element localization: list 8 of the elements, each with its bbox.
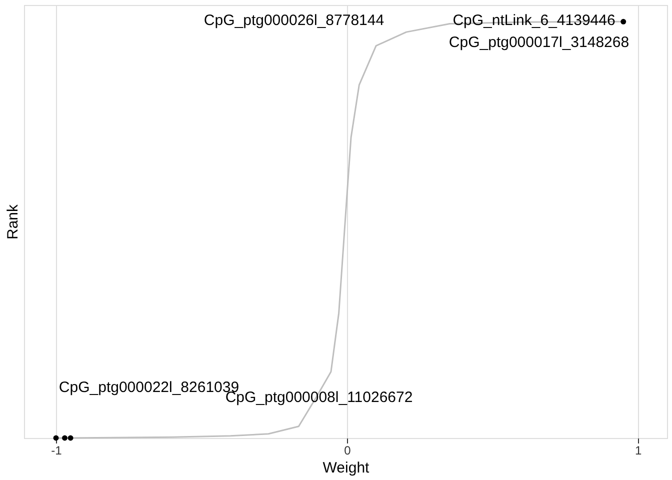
x-tick-label: -1 [51,444,62,458]
annotation: CpG_ptg000017l_3148268 [448,34,630,51]
x-axis-title: Weight [322,460,370,476]
annotation: CpG_ntLink_6_4139446 [452,12,616,29]
x-tick-label: 1 [635,444,642,458]
annotation: CpG_ptg000026l_8778144 [204,12,384,29]
x-tick-label: 0 [344,444,352,458]
y-axis-title: Rank [4,204,22,240]
